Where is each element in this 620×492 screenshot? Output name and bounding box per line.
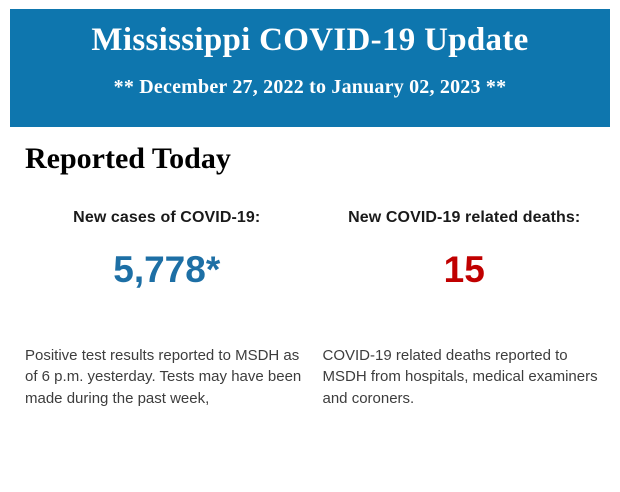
section-title: Reported Today	[25, 142, 231, 175]
banner-title: Mississippi COVID-19 Update	[91, 22, 529, 58]
new-deaths-heading: New COVID-19 related deaths:	[348, 208, 581, 226]
new-cases-value: 5,778*	[113, 248, 221, 290]
stats-grid: New cases of COVID-19: New COVID-19 rela…	[25, 209, 606, 410]
header-banner: Mississippi COVID-19 Update ** December …	[10, 9, 610, 127]
new-deaths-value: 15	[443, 248, 485, 290]
banner-date-range: ** December 27, 2022 to January 02, 2023…	[113, 75, 507, 98]
new-deaths-description: COVID-19 related deaths reported to MSDH…	[322, 346, 598, 407]
report-body: Reported Today New cases of COVID-19: Ne…	[0, 142, 620, 409]
new-cases-heading: New cases of COVID-19:	[73, 208, 261, 226]
new-cases-description: Positive test results reported to MSDH a…	[25, 346, 302, 407]
covid-update-card: Mississippi COVID-19 Update ** December …	[0, 9, 620, 492]
